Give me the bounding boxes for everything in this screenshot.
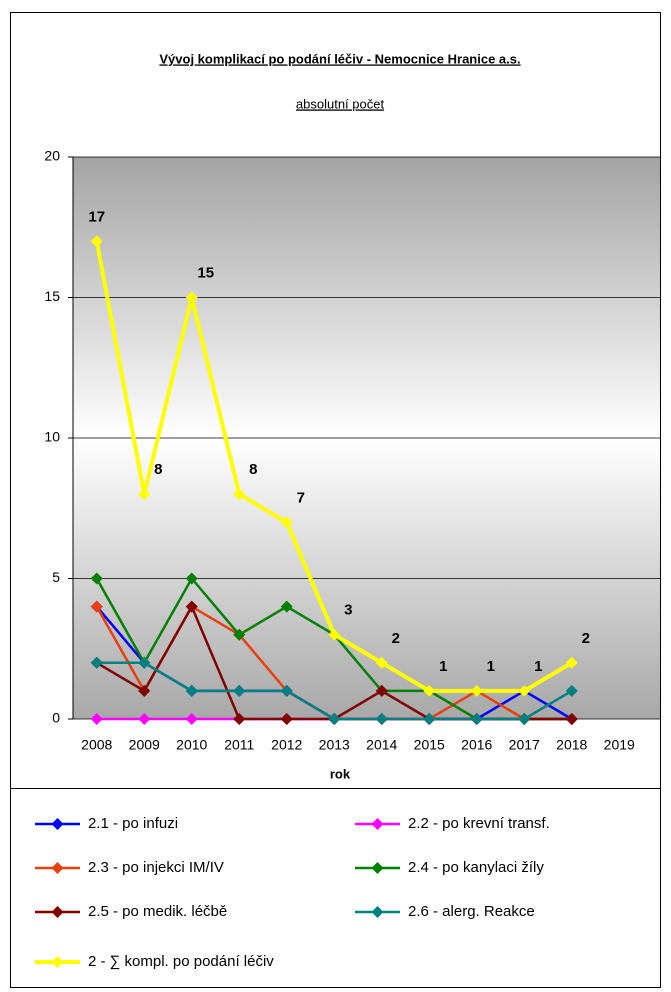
data-label: 1	[487, 658, 495, 675]
y-tick-label: 15	[44, 288, 60, 304]
marker	[185, 291, 198, 304]
data-label: 17	[88, 208, 105, 225]
data-label: 3	[344, 602, 352, 619]
legend-box	[10, 788, 661, 988]
marker	[185, 572, 198, 585]
x-tick-label: 2011	[224, 737, 254, 753]
marker	[470, 684, 483, 697]
marker	[470, 713, 483, 725]
x-tick-label: 2019	[604, 737, 635, 753]
marker	[90, 600, 103, 613]
chart-subtitle: absolutní počet	[296, 96, 385, 111]
data-label: 15	[197, 264, 214, 281]
legend-marker	[51, 862, 64, 874]
marker	[233, 684, 246, 697]
x-tick-label: 2016	[461, 737, 492, 753]
marker	[328, 713, 341, 725]
legend-label: 2.2 - po krevní transf.	[408, 815, 550, 832]
marker	[565, 656, 578, 669]
marker	[280, 516, 293, 529]
marker	[138, 684, 151, 697]
y-tick-label: 5	[52, 569, 60, 585]
y-tick-label: 20	[44, 148, 60, 164]
marker	[185, 600, 198, 613]
marker	[233, 713, 246, 725]
marker	[375, 684, 388, 697]
x-tick-label: 2014	[366, 737, 397, 753]
marker	[185, 713, 198, 725]
x-tick-label: 2012	[271, 737, 302, 753]
legend-marker	[51, 906, 64, 918]
x-tick-label: 2009	[129, 737, 160, 753]
data-label: 1	[534, 658, 542, 675]
x-axis-label: rok	[330, 766, 351, 781]
x-tick-label: 2015	[414, 737, 445, 753]
marker	[233, 628, 246, 641]
y-tick-label: 0	[52, 710, 60, 726]
data-label: 8	[249, 461, 257, 478]
legend-marker	[371, 862, 384, 874]
data-label: 2	[582, 630, 590, 647]
marker	[375, 713, 388, 725]
marker	[565, 713, 578, 725]
marker	[280, 713, 293, 725]
legend-marker	[51, 818, 64, 830]
marker	[518, 713, 531, 725]
legend-marker	[51, 956, 64, 968]
data-label: 8	[154, 461, 162, 478]
marker	[185, 684, 198, 697]
marker	[138, 656, 151, 669]
legend-label: 2.1 - po infuzi	[88, 815, 178, 832]
data-label: 1	[439, 658, 447, 675]
legend-marker	[371, 818, 384, 830]
marker	[423, 713, 436, 725]
x-tick-label: 2018	[556, 737, 587, 753]
legend-label: 2.3 - po injekci IM/IV	[88, 859, 224, 876]
x-tick-label: 2013	[319, 737, 350, 753]
marker	[280, 684, 293, 697]
marker	[138, 713, 151, 725]
x-tick-label: 2010	[176, 737, 207, 753]
marker	[328, 628, 341, 641]
legend-label: 2 - ∑ kompl. po podání léčiv	[88, 953, 274, 970]
marker	[138, 488, 151, 501]
legend-label: 2.6 - alerg. Reakce	[408, 903, 535, 920]
legend-marker	[371, 906, 384, 918]
y-tick-label: 10	[44, 429, 60, 445]
marker	[233, 488, 246, 501]
marker	[375, 656, 388, 669]
marker	[518, 684, 531, 697]
data-label: 2	[392, 630, 400, 647]
marker	[565, 684, 578, 697]
x-tick-label: 2008	[81, 737, 112, 753]
marker	[90, 235, 103, 248]
marker	[423, 684, 436, 697]
legend-label: 2.5 - po medik. léčbě	[88, 903, 227, 920]
marker	[90, 572, 103, 585]
legend-label: 2.4 - po kanylaci žíly	[408, 859, 544, 876]
marker	[280, 600, 293, 613]
marker	[90, 656, 103, 669]
marker	[90, 713, 103, 725]
x-tick-label: 2017	[509, 737, 540, 753]
chart-title: Vývoj komplikací po podání léčiv - Nemoc…	[159, 51, 520, 66]
data-label: 7	[297, 489, 305, 506]
